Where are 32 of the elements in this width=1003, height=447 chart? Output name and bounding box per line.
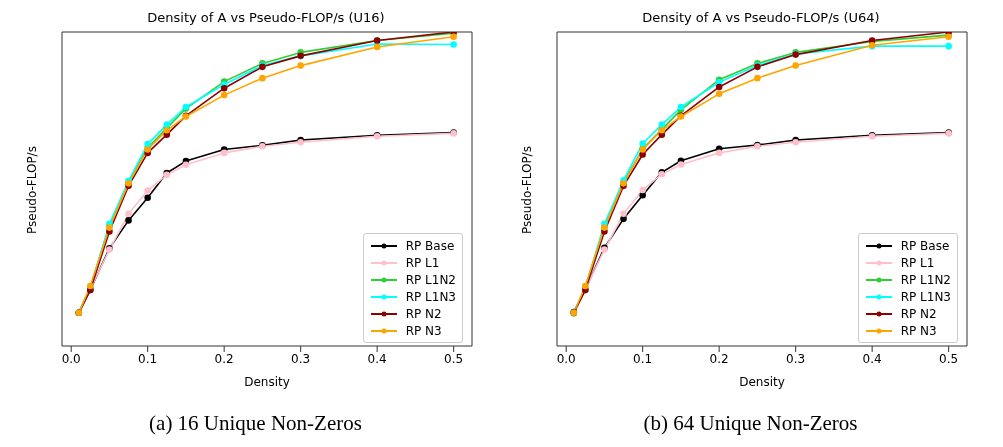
x-tick-label: 0.2 [709,351,729,366]
legend-label: RP L1 [405,255,440,270]
legend-label: RP N3 [900,323,937,338]
legend-label: RP L1N3 [405,289,456,304]
x-tick-label: 0.5 [444,351,464,366]
legend-label: RP Base [405,238,455,253]
legend-label: RP N2 [900,306,937,321]
legend-label: RP L1N3 [900,289,951,304]
chart-title: Density of A vs Pseudo-FLOP/s (U16) [146,10,386,25]
x-tick-label: 0.0 [556,351,576,366]
x-tick-label: 0.3 [786,351,806,366]
x-tick-label: 0.1 [633,351,653,366]
x-axis-title: Density [244,375,290,389]
x-axis-title: Density [739,375,785,389]
x-tick-label: 0.0 [61,351,81,366]
legend-label: RP N3 [405,323,442,338]
y-axis-title: Pseudo-FLOP/s [520,146,535,234]
y-axis-title: Pseudo-FLOP/s [25,146,40,234]
x-tick-label: 0.5 [939,351,959,366]
text: (b) 64 Unique Non-Zeros [643,411,858,435]
legend-label: RP L1N2 [405,272,456,287]
text: (a) 16 Unique Non-Zeros [149,411,362,435]
legend-label: RP L1N2 [900,272,951,287]
legend-label: RP Base [900,238,950,253]
chart-title: Density of A vs Pseudo-FLOP/s (U64) [641,10,881,25]
x-tick-label: 0.4 [862,351,882,366]
x-tick-label: 0.4 [367,351,387,366]
x-tick-label: 0.2 [214,351,234,366]
legend-label: RP N2 [405,306,442,321]
x-tick-label: 0.3 [291,351,311,366]
legend-label: RP L1 [900,255,935,270]
x-tick-label: 0.1 [138,351,158,366]
